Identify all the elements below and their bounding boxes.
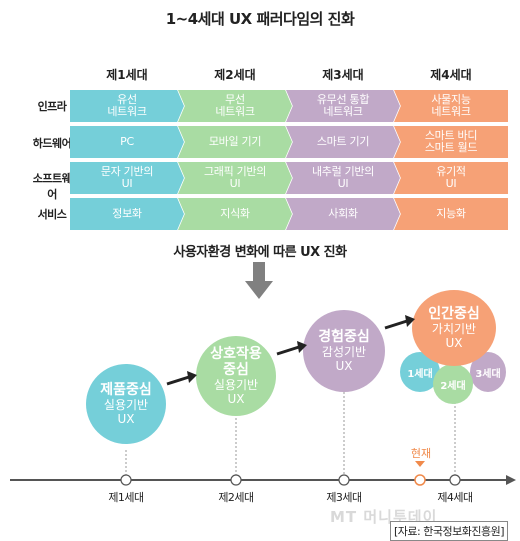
- cell-infra-gen2: 무선 네트워크: [178, 90, 292, 122]
- timeline-label-gen3: 제3세대: [326, 491, 362, 504]
- stage-circle-experience: 경험중심 감성기반 UX: [303, 310, 385, 392]
- cell-hardware-gen3: 스마트 기기: [286, 126, 400, 158]
- current-marker-icon: [415, 461, 425, 467]
- cell-service-gen4: 지능화: [394, 198, 508, 230]
- cell-service-gen1: 정보화: [70, 198, 184, 230]
- row-label-service: 서비스: [37, 208, 67, 221]
- stage-circle-interaction: 상호작용 중심 실용기반 UX: [196, 336, 276, 416]
- timeline-label-gen2: 제2세대: [218, 491, 254, 504]
- cell-software-gen3: 내추럴 기반의 UI: [286, 162, 400, 194]
- stage-circle-product: 제품중심 실용기반 UX: [86, 364, 166, 444]
- source-note: [자료: 한국정보화진흥원]: [390, 521, 508, 541]
- cell-hardware-gen2: 모바일 기기: [178, 126, 292, 158]
- mini-circle-gen2: 2세대: [433, 364, 473, 404]
- cell-hardware-gen1: PC: [70, 126, 184, 158]
- stage-arrow-1-icon: [166, 371, 197, 386]
- gen-header-4: 제4세대: [430, 68, 472, 82]
- gen-header-2: 제2세대: [214, 68, 256, 82]
- cell-service-gen2: 지식화: [178, 198, 292, 230]
- cell-infra-gen1: 유선 네트워크: [70, 90, 184, 122]
- timeline-label-gen1: 제1세대: [108, 491, 144, 504]
- stage-arrow-2-icon: [276, 341, 307, 356]
- down-arrow-icon: [245, 262, 273, 299]
- row-label-software: 소프트웨어: [32, 172, 72, 201]
- cell-service-gen3: 사회화: [286, 198, 400, 230]
- diagram-title: 1~4세대 UX 패러다임의 진화: [165, 10, 355, 28]
- current-label: 현재: [410, 447, 432, 460]
- cell-infra-gen3: 유무선 통합 네트워크: [286, 90, 400, 122]
- gen-header-1: 제1세대: [106, 68, 148, 82]
- cell-software-gen1: 문자 기반의 UI: [70, 162, 184, 194]
- evolution-subtitle: 사용자환경 변화에 따른 UX 진화: [173, 245, 347, 260]
- cell-software-gen2: 그래픽 기반의 UI: [178, 162, 292, 194]
- cell-software-gen4: 유기적 UI: [394, 162, 508, 194]
- stage-arrow-3-icon: [384, 315, 415, 330]
- timeline-label-gen4: 제4세대: [437, 491, 473, 504]
- gen-header-3: 제3세대: [322, 68, 364, 82]
- timeline-axis: [10, 474, 516, 486]
- cell-infra-gen4: 사물지능 네트워크: [394, 90, 508, 122]
- row-label-hardware: 하드웨어: [32, 137, 72, 150]
- cell-hardware-gen4: 스마트 바디 스마트 월드: [394, 126, 508, 158]
- row-label-infra: 인프라: [37, 100, 67, 113]
- stage-circle-human: 인간중심 가치기반 UX: [412, 290, 496, 366]
